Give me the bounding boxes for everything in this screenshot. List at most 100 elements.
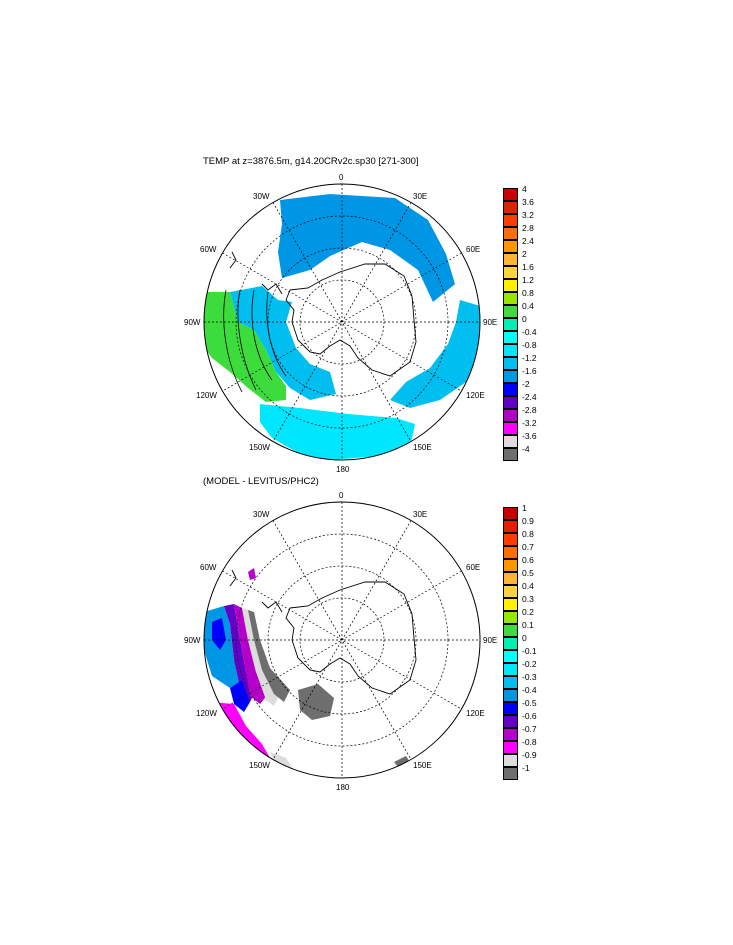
colorbar-swatch [503,611,518,624]
colorbar-tick-label: -0.4 [522,685,537,695]
colorbar-swatch [503,689,518,702]
panel-2-map-boundary [203,501,481,779]
colorbar-swatch [503,507,518,520]
colorbar-swatch [503,370,518,383]
colorbar-swatch [503,741,518,754]
lon-label-90e: 90E [483,636,497,645]
colorbar-tick-label: -2.4 [522,392,537,402]
colorbar-tick-label: -0.6 [522,711,537,721]
field-region [248,568,256,580]
colorbar-tick-label: 1.2 [522,275,534,285]
lon-label-60e: 60E [466,563,480,572]
colorbar-tick-label: 0.7 [522,542,534,552]
colorbar-swatch [503,214,518,227]
colorbar-swatch [503,546,518,559]
colorbar-swatch [503,448,518,461]
colorbar-tick-label: 4 [522,184,527,194]
lon-label-0: 0 [339,173,344,182]
field-region [248,610,290,702]
colorbar-tick-label: 3.2 [522,210,534,220]
colorbar-swatch [503,572,518,585]
colorbar-tick-label: -0.8 [522,737,537,747]
field-region [260,404,415,460]
colorbar-tick-label: -0.5 [522,698,537,708]
colorbar-tick-label: -3.2 [522,418,537,428]
colorbar-swatch [503,728,518,741]
colorbar-tick-label: -1 [522,763,530,773]
field-region [210,702,270,758]
colorbar-swatch [503,585,518,598]
colorbar-tick-label: 0.9 [522,516,534,526]
colorbar-tick-label: -0.1 [522,646,537,656]
colorbar-tick-label: 0.5 [522,568,534,578]
panel-1-map-boundary [203,183,481,461]
colorbar-swatch [503,767,518,780]
colorbar-swatch [503,240,518,253]
lon-label-120e: 120E [466,709,485,718]
lon-label-150e: 150E [413,443,432,452]
lon-label-90w: 90W [184,636,201,645]
field-region [212,618,226,650]
panel-1-coastline [229,251,417,377]
field-region [230,680,250,712]
colorbar-tick-label: 0.8 [522,288,534,298]
panel-1-graticule [204,184,480,460]
field-region [390,300,480,408]
panel-1-field [204,194,480,460]
colorbar-tick-label: -0.8 [522,340,537,350]
colorbar-tick-label: -0.2 [522,659,537,669]
colorbar-tick-label: 0.8 [522,529,534,539]
colorbar-swatch [503,266,518,279]
lon-label-120e: 120E [466,391,485,400]
colorbar-swatch [503,357,518,370]
lon-label-150w: 150W [249,761,270,770]
colorbar-swatch [503,520,518,533]
lon-label-60e: 60E [466,245,480,254]
lon-label-30w: 30W [253,192,270,201]
colorbar-swatch [503,253,518,266]
colorbar-tick-label: -0.7 [522,724,537,734]
field-region [298,684,334,720]
colorbar-tick-label: 0.1 [522,620,534,630]
field-region [278,194,455,302]
colorbar-tick-label: 1 [522,503,527,513]
colorbar-tick-label: 0.4 [522,301,534,311]
colorbar-tick-label: -4 [522,444,530,454]
lon-label-60w: 60W [200,245,217,254]
colorbar-swatch [503,435,518,448]
colorbar-swatch [503,331,518,344]
field-region [394,756,414,772]
lon-label-180: 180 [336,783,350,792]
colorbar-tick-label: 3.6 [522,197,534,207]
colorbar-tick-label: 0 [522,633,527,643]
colorbar-swatch [503,318,518,331]
colorbar-tick-label: 2 [522,249,527,259]
colorbar-tick-label: -2.8 [522,405,537,415]
colorbar-swatch [503,383,518,396]
lon-label-150e: 150E [413,761,432,770]
colorbar-swatch [503,422,518,435]
colorbar-tick-label: -1.6 [522,366,537,376]
colorbar-tick-label: 0.3 [522,594,534,604]
lon-label-30e: 30E [413,510,427,519]
panel-2-polar-map: 0 180 90W 90E 30W 60W 120W 150W 30E 60E … [184,491,497,792]
colorbar-swatch [503,279,518,292]
lon-label-120w: 120W [196,709,217,718]
lon-label-30w: 30W [253,510,270,519]
colorbar-swatch [503,676,518,689]
colorbar-swatch [503,702,518,715]
colorbar-swatch [503,201,518,214]
panel-1-polar-map: 0 180 90W 90E 30W 60W 120W 150W 30E 60E … [184,173,497,474]
colorbar-swatch [503,344,518,357]
colorbar-swatch [503,650,518,663]
colorbar-tick-label: 0 [522,314,527,324]
colorbar-swatch [503,754,518,767]
colorbar-swatch [503,598,518,611]
colorbar-swatch [503,396,518,409]
colorbar-swatch [503,663,518,676]
colorbar-swatch [503,305,518,318]
colorbar-swatch [503,533,518,546]
colorbar-tick-label: 2.8 [522,223,534,233]
colorbar-tick-label: -0.9 [522,750,537,760]
lon-label-60w: 60W [200,563,217,572]
